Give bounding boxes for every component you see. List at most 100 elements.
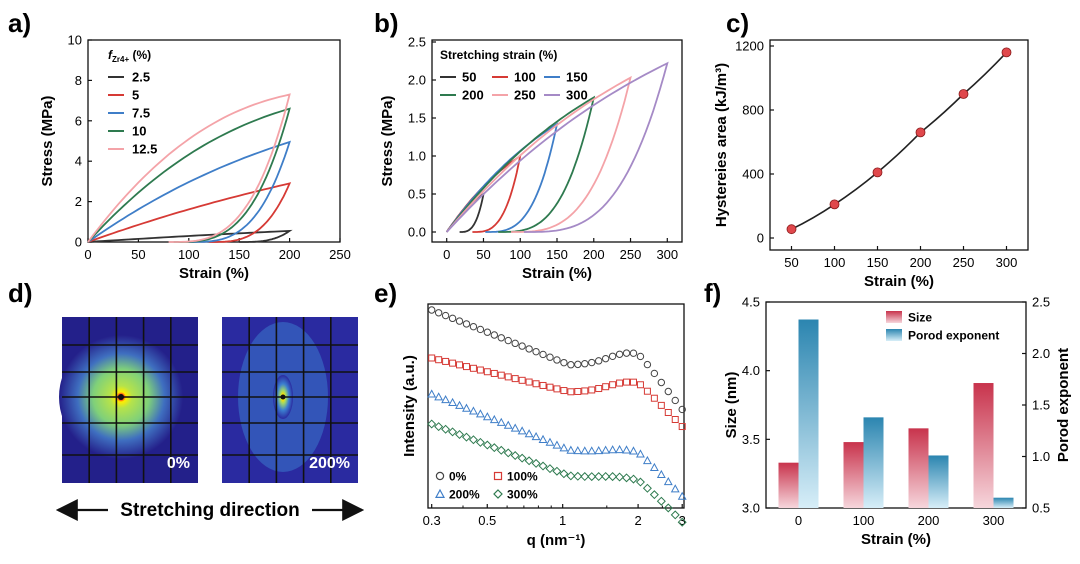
bar-porod-300 xyxy=(993,497,1014,508)
data-point-300% xyxy=(580,472,590,482)
y2-tick-label: 1.0 xyxy=(1032,449,1050,464)
y2-tick-label: 2.0 xyxy=(1032,346,1050,361)
y-axis-label: Hystereies area (kJ/m³) xyxy=(713,63,730,227)
legend-title: fZr4+ (%) xyxy=(108,48,151,64)
loop-curve-7.5 xyxy=(87,140,291,243)
legend-label: 200 xyxy=(462,88,484,103)
y-tick-label: 0.0 xyxy=(408,225,426,240)
x-tick-label: 2 xyxy=(634,513,641,528)
x-tick-label: 1 xyxy=(559,513,566,528)
legend-swatch xyxy=(886,329,902,341)
data-point-0% xyxy=(518,342,526,350)
y-tick-label: 4 xyxy=(75,154,82,169)
data-point xyxy=(786,224,797,235)
legend-label: 12.5 xyxy=(132,142,157,157)
x-tick-label: 150 xyxy=(546,247,568,262)
data-point-300% xyxy=(441,424,451,434)
data-point-300% xyxy=(482,440,492,450)
data-point-100% xyxy=(678,423,686,431)
loop-curve-300 xyxy=(446,61,669,233)
panel-label-d: d) xyxy=(8,278,33,308)
data-point-0% xyxy=(476,325,485,334)
data-point-300% xyxy=(573,471,583,481)
data-point-300% xyxy=(538,461,548,471)
data-point-100% xyxy=(560,387,568,395)
chart-b: 0 50 100 150 200 250 300 0.0 0.5 1.0 1.5 2.0 2.5 Stra… xyxy=(379,35,683,282)
bar-size-200 xyxy=(908,428,929,508)
y-axis-label: Intensity (a.u.) xyxy=(401,355,418,457)
data-point-300% xyxy=(649,490,659,500)
panel-label-a: a) xyxy=(8,8,31,38)
data-point-200% xyxy=(427,389,437,398)
legend-label: 200% xyxy=(449,488,480,502)
data-point-300% xyxy=(677,517,687,527)
x-tick-label: 150 xyxy=(867,255,889,270)
legend-label: 300% xyxy=(507,488,538,502)
legend-marker xyxy=(434,488,446,498)
data-point-0% xyxy=(671,396,679,405)
data-point-100% xyxy=(650,394,658,402)
data-point-100% xyxy=(664,408,672,416)
data-point-200% xyxy=(670,484,680,493)
data-point-0% xyxy=(427,306,436,314)
data-point-100% xyxy=(456,361,464,369)
data-point-0% xyxy=(511,339,519,348)
y2-tick-label: 0.5 xyxy=(1032,501,1050,516)
loop-curve-200 xyxy=(445,95,596,233)
data-point-100% xyxy=(497,371,505,379)
loop-curve-5 xyxy=(87,182,292,243)
legend-label: 5 xyxy=(132,88,139,103)
data-point-0% xyxy=(581,360,589,368)
data-point xyxy=(915,127,926,138)
data-point-200% xyxy=(545,437,555,446)
data-point-300% xyxy=(496,445,506,455)
legend-label: 300 xyxy=(566,88,588,103)
data-point-200% xyxy=(482,412,492,421)
fit-line xyxy=(791,51,1008,230)
y-tick-label: 400 xyxy=(742,167,764,182)
data-point-100% xyxy=(428,354,436,362)
legend-marker xyxy=(435,471,445,481)
data-point-0% xyxy=(650,369,659,378)
bar-size-100 xyxy=(843,442,864,508)
data-point-100% xyxy=(588,386,596,394)
data-point-100% xyxy=(532,380,540,388)
data-point-200% xyxy=(448,397,458,407)
legend-title: Stretching strain (%) xyxy=(440,48,557,62)
x-tick-label: 200 xyxy=(279,247,301,262)
legend-swatch xyxy=(886,311,902,323)
data-point-100% xyxy=(671,415,679,423)
data-point-300% xyxy=(545,464,555,474)
data-point-0% xyxy=(588,358,596,367)
data-point-300% xyxy=(503,448,513,458)
chart-a: 0 50 100 150 200 250 0 2 4 6 8 10 Strain (%) Stress (… xyxy=(39,33,351,283)
data-point-100% xyxy=(616,379,624,387)
data-point-200% xyxy=(622,445,631,454)
data-point-0% xyxy=(525,345,533,353)
data-point-200% xyxy=(434,392,444,401)
legend-label: 100 xyxy=(514,70,536,85)
data-point-300% xyxy=(608,472,618,482)
data-point-100% xyxy=(504,373,512,381)
data-point-300% xyxy=(670,510,680,520)
data-point-100% xyxy=(469,364,477,372)
data-point-100% xyxy=(435,356,443,364)
data-point-100% xyxy=(636,381,644,389)
data-point-0% xyxy=(455,317,464,325)
x-tick-label: 0 xyxy=(443,247,450,262)
data-point-0% xyxy=(448,314,457,323)
x-tick-label: 100 xyxy=(824,255,846,270)
x-tick-label: 0 xyxy=(795,513,802,528)
panel-label-b: b) xyxy=(374,8,399,38)
data-point-200% xyxy=(629,446,638,455)
data-point-0% xyxy=(664,387,672,396)
data-point-0% xyxy=(490,331,499,339)
y-tick-label: 2 xyxy=(75,194,82,209)
bar-porod-0 xyxy=(798,319,819,508)
data-point-100% xyxy=(657,401,665,409)
data-point-0% xyxy=(560,358,568,367)
y-tick-label: 1200 xyxy=(735,39,764,54)
data-point-300% xyxy=(587,472,597,482)
data-point-300% xyxy=(434,422,444,432)
data-point-300% xyxy=(566,471,576,481)
